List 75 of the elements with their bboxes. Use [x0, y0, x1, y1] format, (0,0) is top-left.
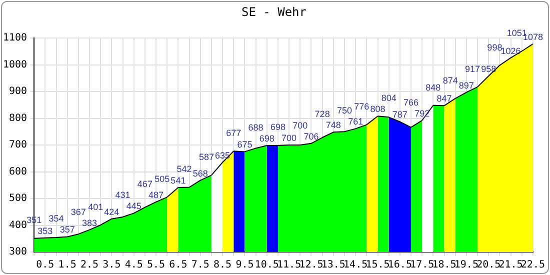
- data-label: 677: [226, 128, 242, 138]
- x-tick-label: 8.5: [214, 260, 232, 271]
- x-tick-label: 9.5: [236, 260, 254, 271]
- data-label: 675: [237, 140, 252, 150]
- data-label: 587: [198, 152, 214, 162]
- data-label: 424: [104, 206, 120, 217]
- data-label: 568: [192, 168, 208, 178]
- data-label: 401: [88, 202, 104, 212]
- y-tick-label: 500: [9, 193, 28, 204]
- x-tick-label: 22.5: [520, 260, 546, 271]
- x-tick-label: 19.5: [454, 260, 478, 271]
- x-tick-label: 13.5: [321, 260, 346, 271]
- x-tick-label: 5.5: [147, 260, 166, 271]
- data-label: 787: [392, 110, 408, 120]
- data-label: 688: [248, 122, 264, 133]
- data-label: 698: [259, 134, 274, 144]
- x-tick-label: 10.5: [254, 260, 279, 271]
- y-tick-label: 400: [9, 220, 28, 231]
- chart-title: SE - Wehr: [240, 5, 308, 19]
- data-label: 874: [442, 75, 458, 86]
- data-label: 383: [82, 218, 98, 228]
- y-tick-label: 1000: [2, 59, 28, 70]
- x-tick-label: 17.5: [410, 260, 434, 271]
- data-label: 750: [336, 106, 352, 116]
- data-label: 431: [115, 190, 130, 200]
- x-tick-label: 2.5: [80, 260, 99, 271]
- x-tick-label: 4.5: [124, 260, 143, 271]
- data-label: 766: [403, 97, 419, 108]
- x-tick-label: 0.5: [36, 260, 54, 271]
- data-label: 897: [458, 80, 474, 90]
- data-label: 776: [354, 102, 370, 112]
- data-label: 848: [426, 82, 441, 92]
- data-label: 698: [270, 122, 286, 132]
- data-label: 761: [348, 116, 364, 127]
- data-label: 804: [381, 93, 396, 104]
- x-tick-label: 14.5: [344, 260, 368, 271]
- data-label: 847: [436, 94, 452, 104]
- x-tick-label: 11.5: [277, 260, 302, 271]
- data-label: 487: [148, 190, 164, 200]
- x-tick-label: 18.5: [432, 260, 456, 271]
- x-tick-label: 6.5: [169, 260, 188, 271]
- data-label: 367: [70, 206, 86, 217]
- data-label: 700: [292, 120, 308, 130]
- data-label: 917: [465, 64, 480, 74]
- data-label: 635: [215, 150, 230, 160]
- data-label: 542: [176, 164, 192, 174]
- x-tick-label: 21.5: [498, 260, 523, 271]
- data-label: 958: [481, 64, 496, 74]
- data-label: 353: [38, 226, 53, 236]
- x-tick-label: 3.5: [102, 260, 121, 271]
- y-tick-label: 1100: [2, 32, 28, 44]
- data-label: 748: [326, 120, 341, 130]
- data-label: 808: [370, 104, 386, 114]
- x-tick-label: 12.5: [299, 260, 324, 271]
- data-label: 467: [137, 178, 152, 189]
- x-tick-label: 15.5: [366, 260, 390, 271]
- data-label: 1026: [500, 46, 521, 56]
- x-tick-label: 7.5: [191, 260, 210, 271]
- y-tick-label: 700: [9, 140, 28, 151]
- y-tick-label: 300: [9, 246, 28, 258]
- data-label: 706: [304, 131, 319, 142]
- data-label: 354: [48, 214, 64, 224]
- data-label: 445: [126, 201, 142, 212]
- x-tick-label: 16.5: [388, 260, 412, 271]
- x-tick-label: 1.5: [58, 260, 76, 271]
- x-tick-label: 20.5: [476, 260, 501, 271]
- data-label: 728: [314, 109, 330, 120]
- y-tick-label: 800: [9, 112, 28, 124]
- data-label: 357: [60, 224, 75, 235]
- data-label: 541: [170, 176, 186, 186]
- data-label: 700: [282, 132, 297, 143]
- data-label: 505: [154, 174, 170, 184]
- y-tick-label: 600: [9, 166, 28, 178]
- y-tick-label: 900: [9, 86, 28, 98]
- data-label: 998: [487, 42, 502, 52]
